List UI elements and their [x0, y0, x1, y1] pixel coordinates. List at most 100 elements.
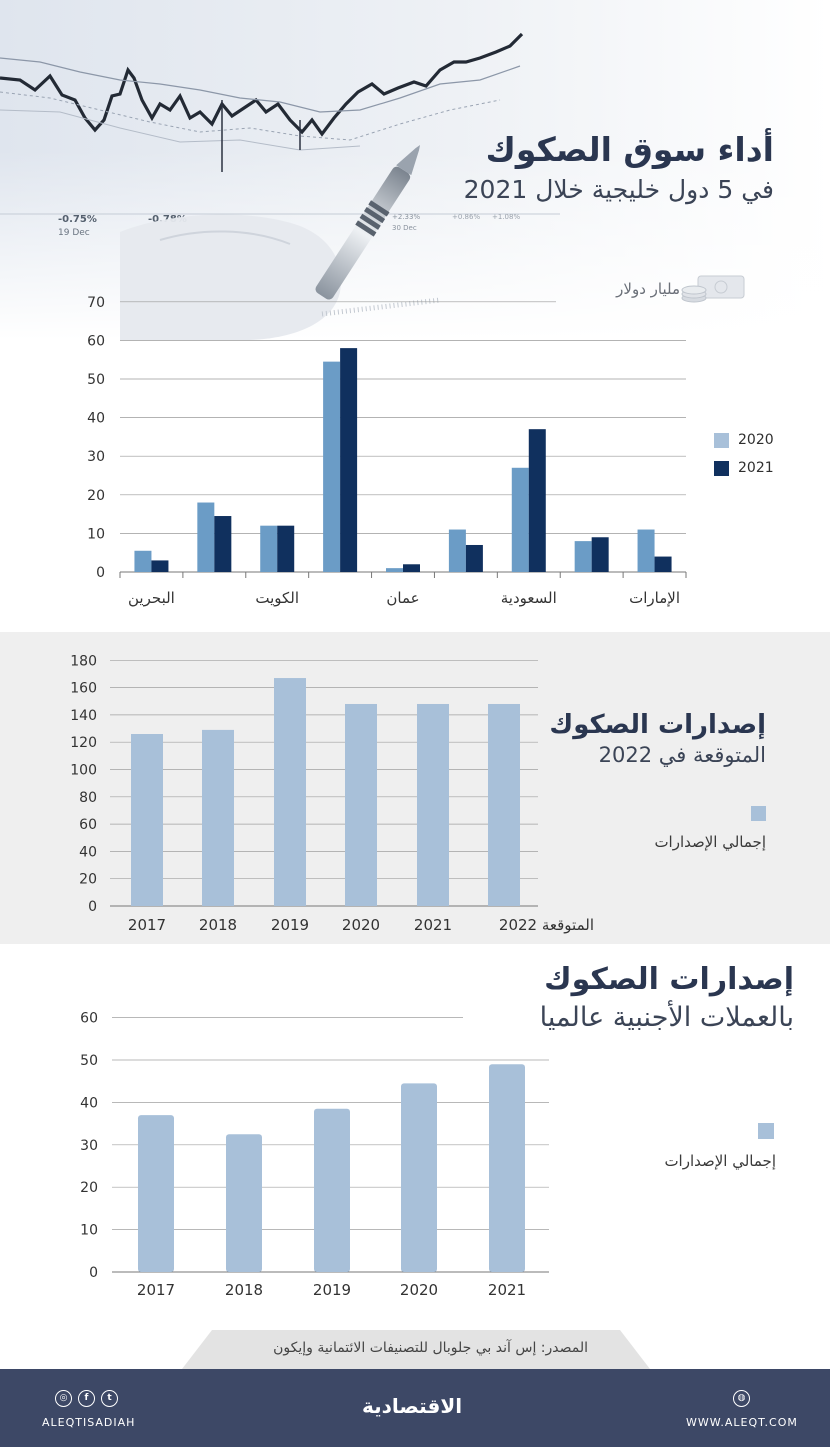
- y-tick-label: 60: [80, 1011, 98, 1027]
- x-category-label: الكويت: [255, 589, 299, 607]
- x-category-label: 2020: [400, 1281, 438, 1299]
- x-category-label: 2017: [137, 1281, 175, 1299]
- header-photo: -0.75% 19 Dec -0.78% +2.33% 30 Dec +0.86…: [0, 0, 830, 340]
- y-tick-label: 180: [70, 653, 97, 669]
- footer: [0, 1369, 830, 1447]
- bar-2020: [197, 502, 215, 572]
- bar-2020: [260, 525, 278, 572]
- bar-2020: [323, 361, 341, 572]
- bar-2020: [637, 529, 655, 572]
- x-category-label: 2019: [271, 916, 309, 934]
- bar-2021: [591, 537, 609, 572]
- y-tick-label: 0: [89, 1265, 98, 1281]
- y-tick-label: 70: [87, 295, 105, 311]
- y-tick-label: 0: [96, 565, 105, 581]
- photo-readout: +1.08%: [492, 213, 520, 221]
- x-category-label: الإمارات: [629, 589, 680, 607]
- section3-legend-swatch: [758, 1123, 774, 1139]
- bar-2021: [277, 525, 295, 572]
- hand-shape: [120, 214, 341, 340]
- section3-subtitle: بالعملات الأجنبية عالميا: [539, 1002, 794, 1033]
- y-tick-label: 20: [80, 1180, 98, 1196]
- x-category-label: 2020: [342, 916, 380, 934]
- photo-readout: +0.86%: [452, 213, 480, 221]
- photo-line-dark: [0, 32, 524, 137]
- section3-legend-label: إجمالي الإصدارات: [664, 1152, 776, 1170]
- y-tick-label: 140: [70, 708, 97, 724]
- bar-total-issuance: [417, 703, 449, 906]
- section2-legend-label: إجمالي الإصدارات: [654, 833, 766, 851]
- instagram-icon[interactable]: ◎: [55, 1390, 72, 1407]
- bar-total-issuance: [138, 1115, 174, 1272]
- bar-2021: [214, 516, 232, 572]
- bar-2021: [151, 560, 169, 572]
- y-tick-label: 40: [87, 411, 105, 427]
- photo-readout: 19 Dec: [58, 228, 90, 238]
- bar-2021: [403, 564, 420, 572]
- bar-2020: [574, 541, 592, 572]
- section2-subtitle: المتوقعة في 2022: [598, 743, 766, 767]
- y-tick-label: 60: [87, 333, 105, 349]
- bar-2020: [511, 467, 529, 572]
- globe-icon[interactable]: ◍: [733, 1390, 750, 1407]
- y-tick-label: 10: [80, 1223, 98, 1239]
- bar-total-issuance: [274, 678, 306, 906]
- bar-2020: [134, 550, 152, 572]
- pen-shape: [315, 145, 421, 300]
- y-tick-label: 120: [70, 735, 97, 751]
- bar-total-issuance: [401, 1083, 437, 1272]
- legend-2020-label: 2020: [738, 432, 774, 448]
- y-tick-label: 40: [79, 844, 97, 860]
- y-tick-label: 60: [79, 817, 97, 833]
- facebook-icon[interactable]: f: [78, 1390, 95, 1407]
- section2-legend-swatch: [751, 806, 766, 821]
- y-tick-label: 160: [70, 681, 97, 697]
- legend-2020-swatch: [714, 433, 729, 448]
- bar-2021: [654, 556, 672, 572]
- bar-total-issuance: [314, 1108, 350, 1272]
- twitter-icon[interactable]: t: [101, 1390, 118, 1407]
- y-tick-label: 0: [88, 899, 97, 915]
- x-category-label: السعودية: [501, 589, 557, 607]
- bar-total-issuance: [202, 729, 234, 906]
- bar-2020: [386, 568, 403, 572]
- page-title: أداء سوق الصكوك: [485, 130, 774, 169]
- website-link[interactable]: WWW.ALEQT.COM: [686, 1416, 798, 1429]
- x-category-label: البحرين: [128, 589, 175, 607]
- photo-readout: 30 Dec: [392, 224, 417, 232]
- brand-logo: الاقتصادية: [362, 1394, 463, 1418]
- bar-total-issuance: [345, 703, 377, 906]
- coins-icon: [681, 275, 745, 303]
- x-category-label: 2019: [313, 1281, 351, 1299]
- page-subtitle: في 5 دول خليجية خلال 2021: [463, 175, 774, 204]
- bar-2021: [465, 544, 483, 572]
- chart-gcc-sukuk: 0 10 20 30 40 50 60 70 البحرين الكويت عمان السعودية…: [87, 295, 687, 607]
- bar-total-issuance: [489, 1064, 525, 1272]
- y-tick-label: 100: [70, 763, 97, 779]
- x-category-label: 2017: [128, 916, 166, 934]
- y-tick-label: 20: [79, 872, 97, 888]
- unit-label: مليار دولار: [616, 280, 680, 298]
- x-category-label: 2021: [414, 916, 452, 934]
- bar-total-issuance: [226, 1134, 262, 1272]
- bar-2021: [340, 348, 358, 572]
- y-tick-label: 30: [87, 449, 105, 465]
- section3-title: إصدارات الصكوك: [544, 962, 794, 997]
- source-note: المصدر: إس آند بي جلوبال للتصنيفات الائت…: [273, 1340, 588, 1356]
- y-tick-label: 50: [87, 372, 105, 388]
- bar-2020: [448, 529, 466, 572]
- photo-readout: +2.33%: [392, 213, 420, 221]
- y-tick-label: 50: [80, 1053, 98, 1069]
- x-category-label: 2022 المتوقعة: [499, 916, 594, 934]
- legend-2021-swatch: [714, 461, 729, 476]
- x-category-label: 2021: [488, 1281, 526, 1299]
- photo-readout: -0.75%: [58, 214, 97, 225]
- x-category-label: 2018: [199, 916, 237, 934]
- y-tick-label: 20: [87, 488, 105, 504]
- y-tick-label: 80: [79, 790, 97, 806]
- section2-title: إصدارات الصكوك: [549, 710, 766, 740]
- social-handle[interactable]: ALEQTISADIAH: [42, 1416, 136, 1429]
- y-tick-label: 40: [80, 1095, 98, 1111]
